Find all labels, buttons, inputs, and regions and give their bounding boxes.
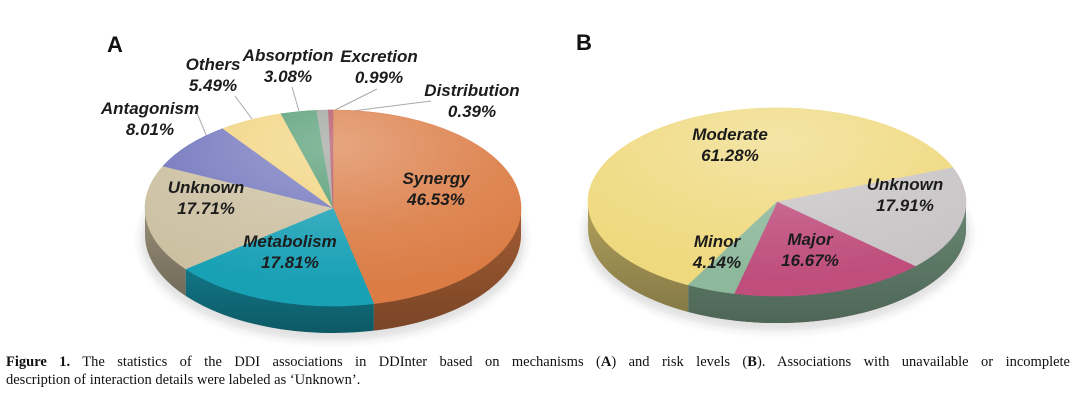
pie-wall-shade [688, 202, 966, 323]
slice-label-pct: 5.49% [188, 76, 238, 95]
slice-label-name: Distribution [424, 81, 520, 100]
slice-label-pct: 0.99% [354, 68, 404, 87]
slice-label-name: Unknown [167, 178, 245, 197]
slice-label-unknown-a: Unknown 17.71% [168, 177, 245, 219]
slice-label-name: Unknown [866, 175, 944, 194]
slice-label-synergy: Synergy 46.53% [402, 168, 469, 210]
pie-wall-shade [185, 268, 374, 333]
slice-label-pct: 3.08% [263, 67, 313, 86]
slice-label-name: Major [787, 230, 833, 249]
caption-bold-b: B [747, 354, 757, 370]
caption-figure-tag: Figure 1. [6, 354, 71, 370]
slice-label-pct: 0.39% [447, 102, 497, 121]
caption-bold-a: A [600, 354, 612, 370]
slice-label-name: Excretion [340, 47, 418, 66]
caption-text: The statistics of the DDI associations i… [70, 354, 601, 370]
pie-chart-a [141, 109, 525, 341]
slice-label-name: Metabolism [243, 232, 337, 251]
pie-wall-shade [145, 208, 186, 296]
figure-caption: Figure 1. The statistics of the DDI asso… [6, 353, 1070, 389]
caption-text: ) and risk levels ( [611, 354, 748, 370]
pie-charts-canvas [141, 86, 970, 341]
leader-line-excretion [330, 88, 378, 113]
slice-label-pct: 17.71% [177, 199, 235, 218]
caption-line-2: description of interaction details were … [6, 372, 361, 388]
leader-line-absorption [291, 86, 300, 112]
slice-label-metabolism: Metabolism 17.81% [243, 231, 337, 273]
pie-chart-b [584, 107, 970, 331]
slice-label-pct: 8.01% [125, 120, 175, 139]
slice-label-name: Synergy [402, 169, 470, 188]
slice-label-name: Absorption [242, 46, 334, 65]
slice-label-excretion: Excretion 0.99% [340, 46, 417, 88]
slice-label-absorption: Absorption 3.08% [243, 45, 334, 87]
caption-text: ). Associations with unavailable or inco… [756, 354, 1070, 370]
slice-label-distribution: Distribution 0.39% [424, 80, 519, 122]
caption-line-1: Figure 1. The statistics of the DDI asso… [6, 353, 1070, 371]
slice-label-name: Others [185, 55, 241, 74]
slice-label-pct: 16.67% [781, 251, 839, 270]
slice-label-pct: 61.28% [701, 146, 759, 165]
pie-wall-shade [587, 202, 689, 312]
slice-label-pct: 17.81% [261, 253, 319, 272]
leader-line-others [234, 95, 253, 120]
panel-letter-a: A [107, 32, 123, 57]
slice-label-unknown-b: Unknown 17.91% [867, 174, 944, 216]
slice-label-name: Minor [693, 232, 741, 251]
leader-line-antagonism [196, 112, 208, 138]
slice-label-major: Major 16.67% [781, 229, 839, 271]
slice-label-pct: 17.91% [876, 196, 934, 215]
panel-letter-b: B [576, 30, 592, 55]
slice-label-minor: Minor 4.14% [693, 231, 741, 273]
pie-sheen [588, 108, 966, 296]
slice-label-pct: 4.14% [692, 253, 742, 272]
slice-label-antagonism: Antagonism 8.01% [101, 98, 199, 140]
pie-sheen [145, 110, 521, 306]
slice-label-others: Others 5.49% [186, 54, 241, 96]
slice-label-name: Antagonism [100, 99, 200, 118]
slice-label-moderate: Moderate 61.28% [692, 124, 768, 166]
slice-label-pct: 46.53% [407, 190, 465, 209]
pie-wall-shade [373, 208, 521, 331]
slice-label-name: Moderate [692, 125, 768, 144]
